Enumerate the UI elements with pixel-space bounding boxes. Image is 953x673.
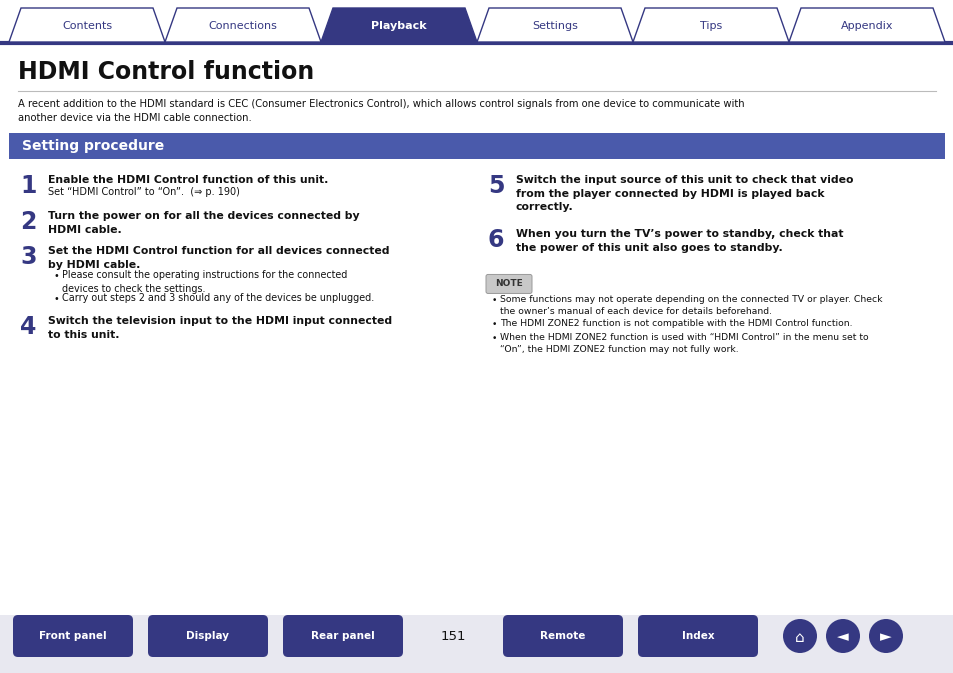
Text: Switch the input source of this unit to check that video
from the player connect: Switch the input source of this unit to … (516, 175, 853, 212)
Text: Please consult the operating instructions for the connected
devices to check the: Please consult the operating instruction… (62, 271, 347, 293)
Text: Playback: Playback (371, 21, 426, 31)
Text: Switch the television input to the HDMI input connected
to this unit.: Switch the television input to the HDMI … (48, 316, 392, 340)
Text: When you turn the TV’s power to standby, check that
the power of this unit also : When you turn the TV’s power to standby,… (516, 229, 842, 253)
Circle shape (825, 619, 859, 653)
Polygon shape (788, 8, 944, 42)
Text: When the HDMI ZONE2 function is used with “HDMI Control” in the menu set to
“On”: When the HDMI ZONE2 function is used wit… (499, 333, 868, 354)
Text: •: • (54, 294, 60, 304)
Text: 5: 5 (488, 174, 504, 198)
Text: Tips: Tips (700, 21, 721, 31)
Text: Index: Index (681, 631, 714, 641)
Text: ⌂: ⌂ (795, 629, 804, 645)
Text: Set the HDMI Control function for all devices connected
by HDMI cable.: Set the HDMI Control function for all de… (48, 246, 389, 270)
Text: Connections: Connections (209, 21, 277, 31)
FancyBboxPatch shape (148, 615, 268, 657)
Circle shape (782, 619, 816, 653)
Text: A recent addition to the HDMI standard is CEC (Consumer Electronics Control), wh: A recent addition to the HDMI standard i… (18, 99, 744, 123)
FancyBboxPatch shape (283, 615, 402, 657)
Circle shape (868, 619, 902, 653)
Text: NOTE: NOTE (495, 279, 522, 289)
Text: •: • (492, 320, 497, 329)
Text: Some functions may not operate depending on the connected TV or player. Check
th: Some functions may not operate depending… (499, 295, 882, 316)
Text: Rear panel: Rear panel (311, 631, 375, 641)
Text: ►: ► (880, 629, 891, 645)
FancyBboxPatch shape (502, 615, 622, 657)
Text: Remote: Remote (539, 631, 585, 641)
FancyBboxPatch shape (485, 275, 532, 293)
Polygon shape (320, 8, 476, 42)
Text: The HDMI ZONE2 function is not compatible with the HDMI Control function.: The HDMI ZONE2 function is not compatibl… (499, 319, 852, 328)
Polygon shape (476, 8, 633, 42)
Text: 2: 2 (20, 210, 36, 234)
Text: Settings: Settings (532, 21, 578, 31)
FancyBboxPatch shape (638, 615, 758, 657)
Text: Display: Display (186, 631, 230, 641)
Text: ◄: ◄ (836, 629, 848, 645)
Polygon shape (633, 8, 788, 42)
Text: Front panel: Front panel (39, 631, 107, 641)
Text: 151: 151 (439, 629, 465, 643)
FancyBboxPatch shape (0, 615, 953, 673)
Polygon shape (165, 8, 320, 42)
Text: Set “HDMI Control” to “On”.  (⇒ p. 190): Set “HDMI Control” to “On”. (⇒ p. 190) (48, 187, 239, 197)
Text: HDMI Control function: HDMI Control function (18, 60, 314, 84)
Text: Enable the HDMI Control function of this unit.: Enable the HDMI Control function of this… (48, 175, 328, 185)
Text: •: • (54, 271, 60, 281)
FancyBboxPatch shape (9, 133, 944, 159)
Text: 1: 1 (20, 174, 36, 198)
Text: Contents: Contents (62, 21, 112, 31)
Text: Appendix: Appendix (840, 21, 892, 31)
Polygon shape (9, 8, 165, 42)
Text: •: • (492, 334, 497, 343)
Text: Carry out steps 2 and 3 should any of the devices be unplugged.: Carry out steps 2 and 3 should any of th… (62, 293, 374, 303)
Text: 4: 4 (20, 316, 36, 339)
Text: Setting procedure: Setting procedure (22, 139, 164, 153)
FancyBboxPatch shape (13, 615, 132, 657)
Text: 3: 3 (20, 245, 36, 269)
Text: 6: 6 (488, 228, 504, 252)
Text: •: • (492, 296, 497, 306)
Text: Turn the power on for all the devices connected by
HDMI cable.: Turn the power on for all the devices co… (48, 211, 359, 234)
